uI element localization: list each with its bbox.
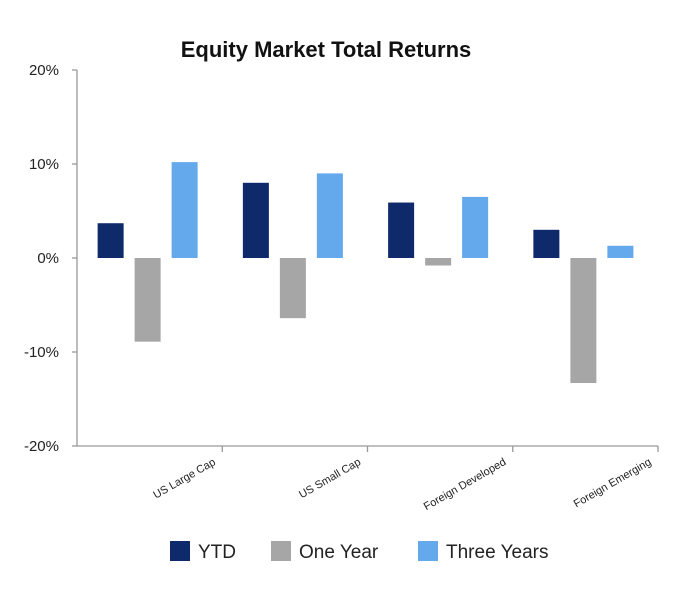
bar-ytd <box>242 182 269 258</box>
axes: -20% -10% 0% 10% 20% <box>24 62 659 455</box>
bar-three-years <box>316 173 343 258</box>
legend-swatch <box>170 541 190 561</box>
y-tick-label: 0% <box>37 250 59 267</box>
category-labels: US Large Cap US Small Cap Foreign Develope… <box>151 456 653 513</box>
legend: YTD One Year Three Years <box>170 541 548 563</box>
bar-three-years <box>462 196 489 258</box>
bar-ytd <box>388 202 415 258</box>
bar-one-year <box>425 258 452 266</box>
bar-one-year <box>134 258 161 342</box>
legend-label: YTD <box>198 542 236 563</box>
y-tick-label: 10% <box>29 156 59 173</box>
bars <box>97 162 634 384</box>
legend-label: Three Years <box>446 542 548 563</box>
x-category-label: US Large Cap <box>151 456 217 501</box>
bar-ytd <box>533 229 560 258</box>
legend-swatch <box>418 541 438 561</box>
bar-ytd <box>97 223 124 258</box>
y-tick-label: 20% <box>29 62 59 79</box>
x-category-label: Foreign Emerging <box>572 456 654 510</box>
bar-one-year <box>570 258 597 384</box>
chart-title: Equity Market Total Returns <box>181 37 472 62</box>
legend-swatch <box>271 541 291 561</box>
y-tick-label: -10% <box>24 344 59 361</box>
x-category-label: US Small Cap <box>297 456 363 501</box>
bar-three-years <box>607 245 634 258</box>
bar-three-years <box>171 162 198 258</box>
legend-label: One Year <box>299 542 379 563</box>
y-tick-label: -20% <box>24 438 59 455</box>
bar-one-year <box>279 258 306 319</box>
x-category-label: Foreign Developed <box>422 456 508 513</box>
